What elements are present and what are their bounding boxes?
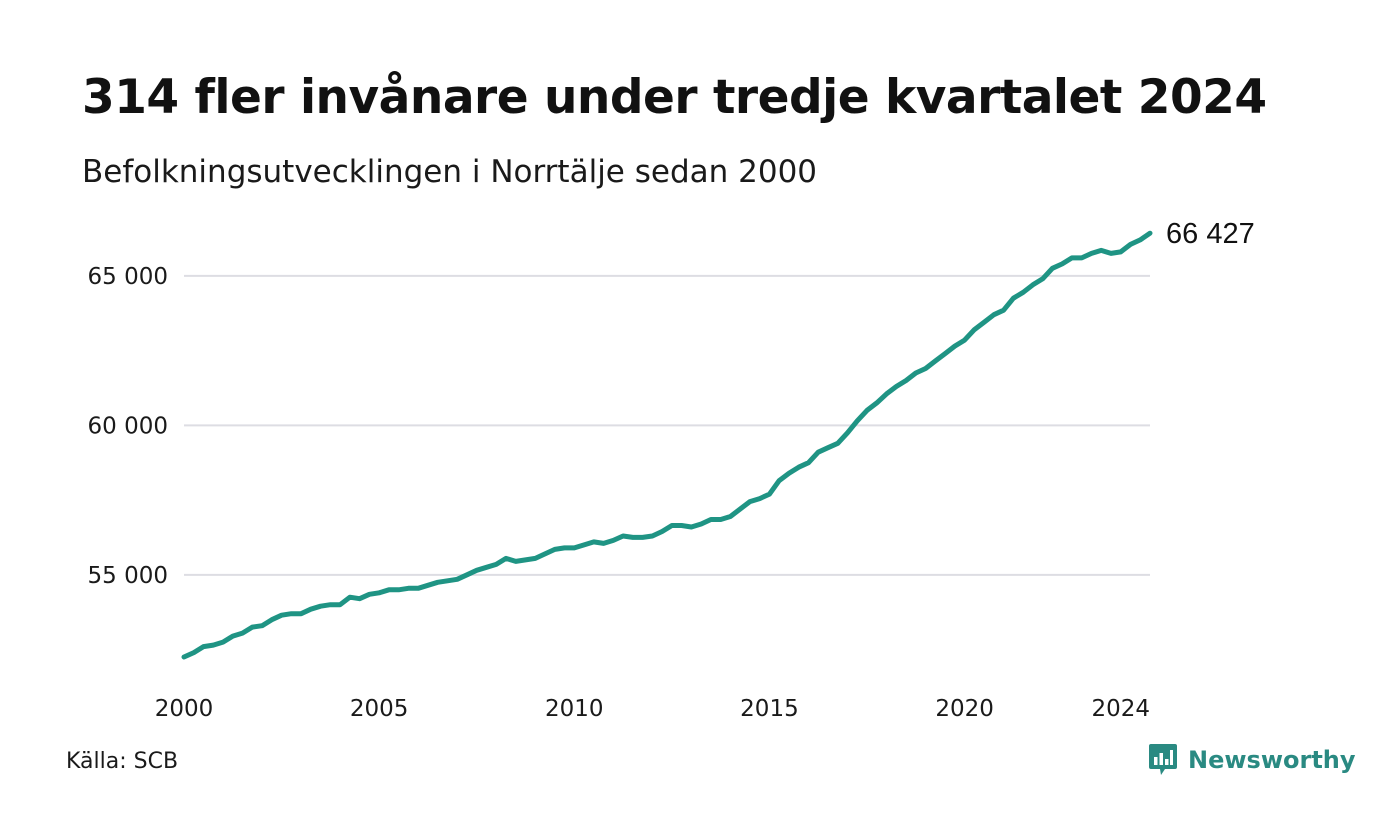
brand-logo: Newsworthy [1148,742,1356,778]
x-tick-label: 2024 [1091,696,1150,722]
chart-subtitle: Befolkningsutvecklingen i Norrtälje seda… [82,154,818,190]
grid-lines [184,274,1150,576]
x-tick-label: 2000 [155,696,214,722]
source-note: Källa: SCB [66,749,179,774]
x-tick-label: 2015 [740,696,799,722]
series-line [181,230,1153,660]
chart-title: 314 fler invånare under tredje kvartalet… [82,70,1267,125]
x-tick-label: 2020 [935,696,994,722]
newsworthy-logo-icon [1149,744,1177,775]
x-axis: 2000 2005 2010 2015 2020 2024 [155,696,1150,722]
y-tick-label: 60 000 [88,413,168,439]
y-axis: 55 000 60 000 65 000 [88,264,168,589]
brand-name: Newsworthy [1188,746,1356,774]
x-tick-label: 2010 [545,696,604,722]
x-tick-label: 2005 [350,696,409,722]
end-value-label: 66 427 [1166,218,1255,250]
y-tick-label: 65 000 [88,264,168,290]
y-tick-label: 55 000 [88,563,168,589]
